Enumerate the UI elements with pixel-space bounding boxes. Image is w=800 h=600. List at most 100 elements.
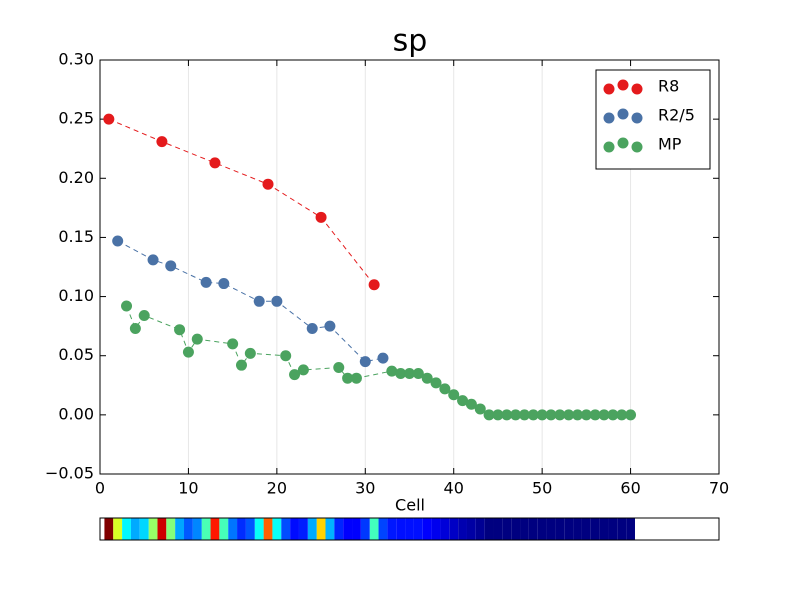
x-tick-label: 50 — [532, 479, 552, 498]
point — [474, 403, 486, 415]
strip-cell — [184, 518, 193, 540]
strip-cell — [396, 518, 406, 540]
point — [147, 254, 159, 266]
point — [412, 367, 424, 379]
point — [616, 409, 628, 421]
strip-cell — [360, 518, 370, 540]
point — [350, 372, 362, 384]
strip-cell — [475, 518, 485, 540]
legend-label: MP — [658, 135, 682, 154]
point — [235, 359, 247, 371]
strip-cell — [334, 518, 344, 540]
point — [342, 372, 354, 384]
x-tick-label: 70 — [709, 479, 729, 498]
point — [404, 367, 415, 379]
legend-marker — [603, 112, 615, 124]
legend-marker — [617, 108, 629, 120]
plot-frame — [99, 59, 720, 475]
strip-cell — [157, 518, 167, 540]
strip-frame — [99, 517, 720, 541]
strip-cell — [237, 518, 246, 540]
strip-cell — [245, 518, 255, 540]
point — [165, 260, 177, 272]
strip-cell — [352, 518, 361, 540]
point — [297, 364, 309, 376]
strip-cell — [210, 518, 220, 540]
series-line — [108, 118, 375, 286]
x-tick-label: 30 — [355, 479, 375, 498]
point — [218, 278, 230, 290]
strip-cell — [528, 518, 538, 540]
point — [563, 409, 575, 421]
point — [457, 395, 469, 407]
point — [607, 409, 619, 421]
legend-label: R2/5 — [658, 106, 695, 125]
y-tick-label: 0.15 — [58, 227, 94, 246]
strip-cell — [325, 518, 335, 540]
point — [465, 398, 477, 410]
strip-cell — [493, 518, 503, 540]
point — [306, 323, 318, 335]
strip-cell — [130, 518, 140, 540]
point — [483, 409, 495, 421]
point — [262, 178, 274, 190]
point — [209, 157, 221, 169]
point — [510, 409, 522, 421]
strip-cell — [546, 518, 556, 540]
strip-cell — [122, 518, 131, 540]
strip-cell — [175, 518, 185, 540]
point — [289, 369, 301, 381]
point — [271, 295, 283, 307]
strip-cell — [166, 518, 176, 540]
strip-cell — [484, 518, 494, 540]
legend-label: R8 — [658, 77, 679, 96]
strip-cell — [449, 518, 459, 540]
point — [527, 409, 539, 421]
legend-marker — [631, 83, 643, 95]
legend-marker — [617, 137, 629, 149]
point — [625, 409, 637, 421]
strip-cell — [148, 518, 158, 540]
point — [315, 211, 327, 223]
legend-marker — [617, 79, 629, 91]
point — [580, 409, 592, 421]
point — [227, 338, 239, 350]
strip-cell — [502, 518, 512, 540]
x-tick-label: 20 — [267, 479, 287, 498]
legend-marker — [603, 83, 615, 95]
strip-cell — [254, 518, 264, 540]
point — [244, 347, 256, 359]
point — [368, 279, 380, 291]
strip-cell — [343, 518, 353, 540]
strip-cell — [369, 518, 379, 540]
point — [572, 409, 584, 421]
legend-marker — [631, 112, 643, 124]
strip-cell — [555, 518, 565, 540]
strip-cell — [378, 518, 388, 540]
point — [430, 377, 442, 389]
point — [421, 372, 433, 384]
point — [395, 367, 407, 379]
point — [439, 383, 451, 395]
y-tick-label: 0.25 — [58, 109, 94, 128]
strip-cell — [298, 518, 308, 540]
strip-cell — [573, 518, 582, 540]
legend-box — [595, 69, 711, 170]
y-tick-label: 0.10 — [58, 286, 94, 305]
strip-cell — [272, 518, 282, 540]
x-axis-label: Cell — [395, 496, 425, 515]
chart-title: sp — [393, 24, 428, 59]
strip-cell — [440, 518, 450, 540]
strip-cell — [387, 518, 397, 540]
legend-marker — [631, 141, 643, 153]
point — [129, 323, 141, 335]
y-tick-label: 0.20 — [58, 168, 94, 187]
strip-cell — [537, 518, 547, 540]
strip-cell — [431, 518, 441, 540]
point — [103, 113, 115, 125]
strip-cell — [281, 518, 291, 540]
point — [518, 409, 530, 421]
x-tick-label: 60 — [620, 479, 640, 498]
strip-cell — [413, 518, 423, 540]
